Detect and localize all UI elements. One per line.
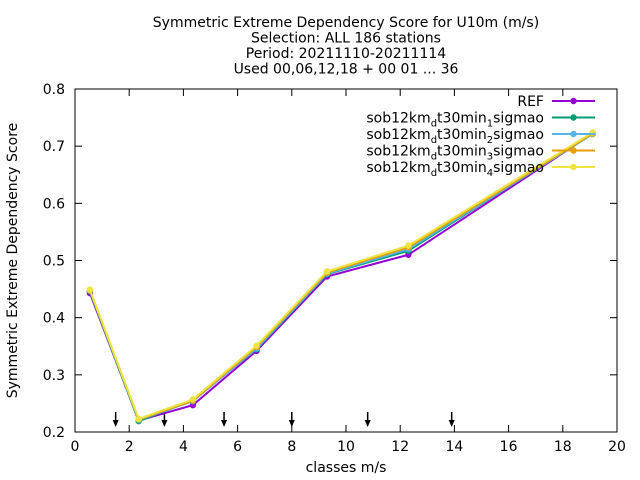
class-boundary-arrowhead: [288, 420, 295, 427]
x-tick-label: 20: [608, 439, 626, 455]
series-line: [88, 132, 594, 422]
y-tick-label: 0.7: [43, 139, 65, 155]
legend-swatch-point: [570, 130, 577, 138]
series-layer: [86, 129, 596, 425]
x-tick-label: 14: [445, 439, 463, 455]
series-line: [88, 133, 594, 422]
legend-swatch-point: [570, 97, 577, 105]
chart-title-line: Period: 20211110-20211114: [246, 46, 446, 62]
class-boundary-markers: [112, 412, 455, 427]
y-tick-label: 0.3: [43, 368, 65, 384]
legend: REFsob12kmdt30min1sigmaosob12kmdt30min2s…: [366, 94, 595, 179]
x-tick-label: 10: [337, 439, 355, 455]
legend-entry-label: sob12kmdt30min1sigmao: [366, 111, 544, 130]
x-tick-label: 4: [179, 439, 188, 455]
class-boundary-arrowhead: [448, 420, 455, 427]
class-boundary-arrowhead: [364, 420, 371, 427]
y-tick-label: 0.2: [43, 425, 65, 441]
series-line: [88, 132, 594, 423]
x-axis: 0 2 4 6 8 10 12 14 16 18 20: [71, 89, 626, 455]
class-boundary-arrowhead: [112, 420, 119, 427]
legend-swatch-point: [570, 114, 577, 121]
chart-title-line: Symmetric Extreme Dependency Score for U…: [153, 15, 539, 31]
x-tick-label: 8: [287, 439, 296, 455]
class-boundary-arrowhead: [221, 420, 228, 427]
y-axis-label: Symmetric Extreme Dependency Score: [5, 123, 21, 399]
x-tick-label: 12: [391, 439, 409, 455]
y-tick-label: 0.6: [43, 196, 65, 212]
x-tick-label: 2: [125, 439, 134, 455]
x-tick-label: 16: [500, 439, 518, 455]
data-point: [323, 268, 331, 275]
x-tick-label: 6: [233, 439, 242, 455]
legend-swatch-point: [570, 147, 577, 154]
data-point: [135, 415, 142, 423]
y-tick-label: 0.4: [43, 311, 65, 327]
legend-entry-label: sob12kmdt30min3sigmao: [366, 144, 544, 163]
data-point: [405, 242, 412, 249]
y-tick-label: 0.8: [43, 82, 65, 98]
x-tick-label: 0: [71, 439, 80, 455]
legend-entry-label: REF: [517, 94, 544, 110]
legend-swatch-point: [570, 163, 577, 171]
chart-title-line: Selection: ALL 186 stations: [251, 31, 441, 47]
legend-entry-label: sob12kmdt30min2sigmao: [366, 127, 544, 146]
x-tick-label: 18: [554, 439, 572, 455]
x-axis-label: classes m/s: [306, 460, 387, 476]
class-boundary-arrowhead: [161, 420, 168, 427]
chart-title: Symmetric Extreme Dependency Score for U…: [153, 15, 539, 78]
legend-entry-label: sob12kmdt30min4sigmao: [366, 160, 544, 179]
data-point: [253, 342, 260, 349]
y-axis: 0.2 0.3 0.4 0.5 0.6 0.7 0.8: [43, 82, 617, 441]
series-line: [88, 132, 594, 421]
data-point: [86, 286, 94, 293]
data-point: [189, 396, 197, 403]
chart-title-line: Used 00,06,12,18 + 00 01 ... 36: [234, 62, 459, 78]
y-tick-label: 0.5: [43, 254, 65, 270]
